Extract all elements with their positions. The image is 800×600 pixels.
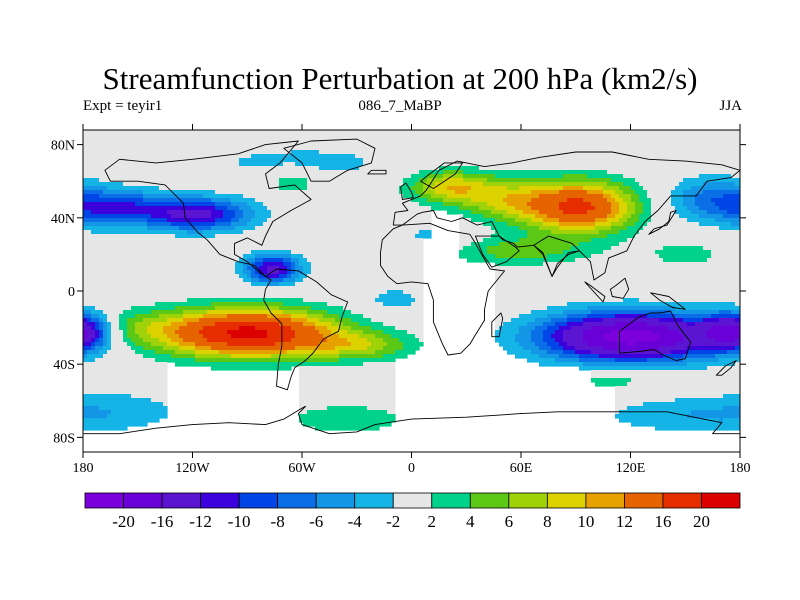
colorbar-swatch: [662, 492, 702, 509]
coastline-japan: [648, 210, 677, 235]
experiment-label: Expt = teyir1: [83, 98, 163, 114]
colorbar-swatch: [161, 492, 201, 509]
colorbar-label: -10: [228, 512, 251, 531]
colorbar-label: -20: [112, 512, 135, 531]
coastline-scandinavia: [420, 162, 464, 189]
colorbar-label: -2: [386, 512, 400, 531]
lat-tick-label: 80N: [51, 139, 75, 154]
chart-title: Streamfunction Perturbation at 200 hPa (…: [102, 61, 698, 96]
colorbar-swatch: [392, 492, 433, 509]
colorbar-swatch: [546, 492, 587, 509]
colorbar-label: -16: [151, 512, 174, 531]
colorbar-label: 6: [505, 512, 514, 531]
coastline-australia: [619, 310, 692, 361]
lon-tick-label: 120W: [175, 461, 210, 476]
lon-tick-label: 180: [730, 461, 751, 476]
colorbar-label: 8: [543, 512, 552, 531]
axis-ticks: 80N 40N 0 40S 80S 180 120W 60W 0 60E 120E 180: [51, 124, 751, 476]
lon-tick-label: 120E: [616, 461, 646, 476]
lon-tick-label: 60W: [288, 461, 316, 476]
coastline-india-subcontinent: [533, 235, 580, 277]
colorbar-swatch: [354, 492, 394, 509]
coastline-greenland: [283, 138, 376, 182]
coastline-british-isles: [400, 182, 414, 200]
colorbar-swatch: [508, 492, 548, 509]
coastline-sumatra: [584, 281, 606, 303]
colorbar-swatch: [624, 492, 664, 509]
lat-tick-label: 40N: [51, 212, 75, 227]
coastline-new-zealand: [715, 360, 737, 376]
colorbar-swatch: [431, 492, 471, 509]
colorbar-label: -8: [271, 512, 285, 531]
coastline-eurasia: [392, 151, 740, 281]
coastlines: [83, 138, 740, 435]
colorbar-swatch: [315, 492, 356, 509]
colorbar-label: 12: [616, 512, 633, 531]
colorbar: -20 -16 -12 -10 -8 -6 -4 -2 2 4 6 8 10 12 16 20: [84, 492, 741, 531]
coastline-arabia: [474, 235, 520, 268]
colorbar-label: 10: [577, 512, 594, 531]
colorbar-label: 20: [693, 512, 710, 531]
colorbar-label: 4: [466, 512, 475, 531]
lat-tick-label: 80S: [53, 431, 75, 446]
colorbar-label: 16: [654, 512, 671, 531]
coastline-antarctica: [83, 405, 740, 435]
colorbar-swatch: [701, 492, 741, 509]
colorbar-swatch: [200, 492, 240, 509]
colorbar-swatch: [123, 492, 163, 509]
lon-tick-label: 0: [408, 461, 415, 476]
coastline-borneo-indonesia: [609, 277, 630, 299]
coastline-africa: [380, 222, 506, 356]
colorbar-label: -6: [309, 512, 323, 531]
lat-tick-label: 40S: [53, 358, 75, 373]
colorbar-label: -4: [348, 512, 363, 531]
coastline-south-america: [263, 268, 349, 391]
colorbar-swatch: [84, 492, 124, 509]
coastline-madagascar: [491, 312, 504, 338]
coastline-north-america: [104, 140, 312, 277]
colorbar-label: -12: [189, 512, 212, 531]
run-label: 086_7_MaBP: [358, 98, 442, 114]
contour-field: [83, 130, 740, 431]
coastline-new-guinea: [650, 292, 686, 310]
colorbar-label: 2: [428, 512, 437, 531]
lat-tick-label: 0: [68, 285, 75, 300]
colorbar-swatch: [238, 492, 279, 509]
lon-tick-label: 180: [73, 461, 94, 476]
coastline-iceland: [367, 169, 387, 175]
colorbar-swatch: [585, 492, 625, 509]
colorbar-swatch: [277, 492, 317, 509]
season-label: JJA: [719, 98, 742, 114]
lon-tick-label: 60E: [510, 461, 533, 476]
colorbar-swatch: [469, 492, 510, 509]
